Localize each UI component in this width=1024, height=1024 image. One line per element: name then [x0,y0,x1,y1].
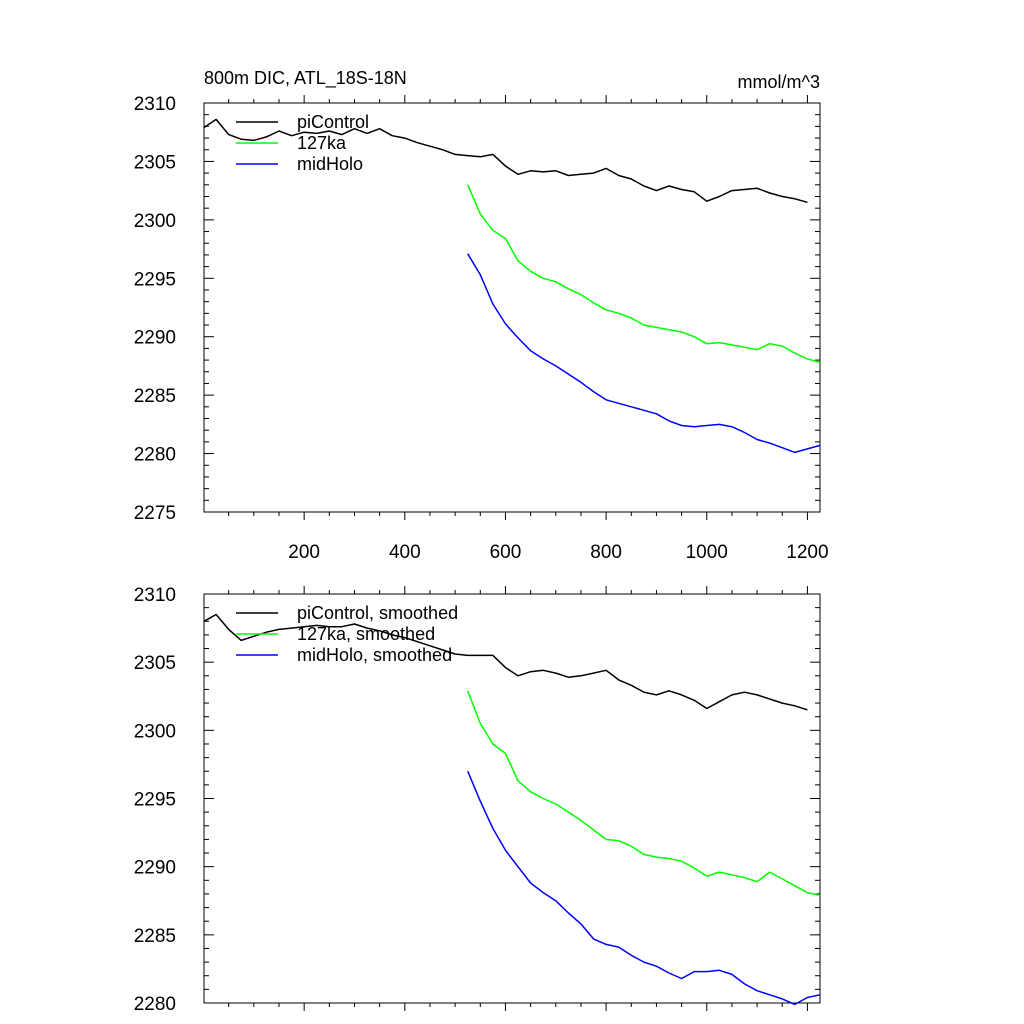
p2-y-tick-label: 2285 [134,926,176,947]
p1-x-tick-label: 1200 [786,542,828,563]
p2-legend-label-piControl: piControl, smoothed [297,603,458,623]
p2-series-127ka-line [467,690,821,897]
p2-y-tick-label: 2295 [134,790,176,811]
p1-y-tick-label: 2305 [134,152,176,173]
p2-y-tick-label: 2310 [134,585,176,606]
p2-y-tick-label: 2300 [134,721,176,742]
p1-x-tick-label: 200 [288,542,320,563]
panel1-units: mmol/m^3 [738,72,820,92]
panel-bottom: 2280 2285 2290 2295 2300 2305 2310 piControl, s… [134,585,821,1015]
p1-series-127ka-line [467,184,821,364]
p2-legend-label-midHolo: midHolo, smoothed [297,645,452,665]
p1-y-tick-label: 2280 [134,445,176,466]
p2-series-midHolo-line [467,770,821,1006]
p1-y-tick-label: 2300 [134,211,176,232]
p1-plot-frame [203,102,821,513]
p2-y-tick-label: 2305 [134,653,176,674]
p1-y-tick-label: 2310 [134,94,176,115]
p2-y-tick-label: 2290 [134,858,176,879]
p1-x-tick-label: 600 [490,542,522,563]
panel1-title: 800m DIC, ATL_18S-18N [204,68,407,89]
p1-legend-label-midHolo: midHolo [297,154,363,174]
p1-x-tick-label: 800 [590,542,622,563]
p1-y-tick-label: 2275 [134,503,176,524]
p2-legend-label-127ka: 127ka, smoothed [297,624,435,644]
p1-series-piControl-line [203,118,808,204]
p2-y-tick-label: 2280 [134,994,176,1015]
p1-x-tick-label: 1000 [686,542,728,563]
p1-x-tick-label: 400 [389,542,421,563]
p1-legend-label-127ka: 127ka [297,133,347,153]
panel-top: 200 400 600 800 1000 1200 2275 2280 2285 2290 2295… [134,94,829,563]
p1-series-midHolo-line [467,253,821,454]
p1-y-tick-label: 2285 [134,386,176,407]
p1-legend-label-piControl: piControl [297,112,369,132]
p2-series-piControl-line [203,613,808,711]
p1-y-tick-label: 2295 [134,269,176,290]
p1-y-tick-label: 2290 [134,328,176,349]
